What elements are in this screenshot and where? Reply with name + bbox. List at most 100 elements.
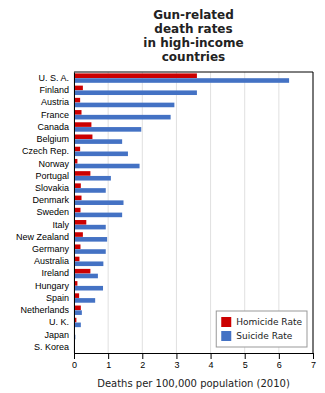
bar	[74, 73, 197, 78]
tick-label: 6	[277, 360, 282, 370]
bar	[74, 274, 98, 279]
tick-label: France	[41, 110, 69, 120]
bar	[74, 122, 91, 127]
bar	[74, 103, 174, 108]
tick-label: 0	[72, 360, 77, 370]
grid-line	[176, 72, 177, 353]
tick-mark	[108, 353, 109, 359]
title-line: countries	[162, 50, 226, 64]
x-label: Deaths per 100,000 population (2010)	[97, 378, 290, 389]
bar	[74, 188, 106, 193]
tick: Netherlands	[20, 305, 69, 315]
tick-label: Hungary	[35, 281, 70, 291]
tick: S. Korea	[34, 342, 69, 352]
bar	[74, 298, 95, 303]
legend: Homicide Rate Suicide Rate	[216, 311, 307, 347]
tick-label: Austria	[41, 97, 69, 107]
tick-label: S. Korea	[34, 342, 69, 352]
tick-label: Belgium	[36, 134, 69, 144]
tick-label: Norway	[38, 159, 69, 169]
tick-label: Germany	[32, 244, 70, 254]
tick: Hungary	[35, 281, 70, 291]
axis-line	[75, 354, 314, 360]
bar	[74, 78, 289, 83]
tick: Sweden	[36, 207, 69, 217]
tick: 6	[277, 353, 282, 370]
tick-label: 4	[209, 360, 214, 370]
legend-label: Homicide Rate	[236, 317, 302, 327]
grid	[74, 72, 313, 353]
title: Gun-relateddeath ratesin high-incomecoun…	[143, 8, 243, 64]
tick-mark	[211, 353, 212, 359]
bar	[74, 249, 106, 254]
series	[74, 73, 197, 322]
tick: Australia	[34, 256, 69, 266]
y-axis: S. KoreaJapanU. K.NetherlandsSpainHungar…	[16, 73, 75, 354]
tick-label: Portugal	[35, 171, 69, 181]
tick: 3	[174, 353, 179, 370]
bar	[74, 176, 111, 181]
tick-label: Netherlands	[20, 305, 69, 315]
bar	[74, 139, 122, 144]
series	[74, 78, 289, 339]
frame	[313, 72, 314, 353]
legend-label: Suicide Rate	[236, 331, 293, 341]
bar	[74, 310, 82, 315]
legend-item: Homicide Rate	[221, 317, 302, 327]
chart: Gun-relateddeath ratesin high-incomecoun…	[0, 0, 325, 393]
tick-label: Czech Rep.	[22, 146, 69, 156]
tick: Japan	[44, 330, 69, 340]
tick-label: 1	[106, 360, 111, 370]
tick: 2	[140, 353, 145, 370]
tick-mark	[313, 353, 314, 359]
title-line: death rates	[154, 22, 232, 36]
bar	[74, 115, 171, 120]
tick-mark	[74, 353, 75, 359]
tick-label: New Zealand	[16, 232, 69, 242]
bar	[74, 196, 82, 201]
bar	[74, 164, 140, 169]
bar	[74, 213, 122, 218]
tick-label: Italy	[52, 220, 69, 230]
tick: Spain	[46, 293, 69, 303]
grid-line	[313, 72, 314, 353]
tick: Slovakia	[35, 183, 69, 193]
bar	[74, 127, 141, 132]
tick: 0	[72, 353, 77, 370]
tick: France	[41, 110, 69, 120]
x-axis: 0 1 2 3 4 5 6 7	[72, 353, 316, 370]
bar	[74, 200, 124, 205]
legend-item: Suicide Rate	[221, 331, 293, 341]
grid-line	[142, 72, 143, 353]
tick-label: Sweden	[36, 207, 69, 217]
bar	[74, 86, 83, 91]
bar	[74, 232, 83, 237]
legend-swatch	[221, 317, 231, 327]
tick: Denmark	[32, 195, 69, 205]
tick: 7	[311, 353, 316, 370]
tick-label: Finland	[39, 85, 69, 95]
bar	[74, 183, 81, 188]
tick: U. S. A.	[38, 73, 69, 83]
tick: Austria	[41, 97, 69, 107]
tick: New Zealand	[16, 232, 69, 242]
tick-mark	[279, 353, 280, 359]
tick: Finland	[39, 85, 69, 95]
tick-mark	[142, 353, 143, 359]
legend-swatch	[221, 331, 231, 341]
tick-label: 7	[311, 360, 316, 370]
bar	[74, 237, 107, 242]
plot: 01234567S. KoreaJapanU. K.NetherlandsSpa…	[16, 72, 316, 370]
bar	[74, 225, 106, 230]
tick-label: Japan	[44, 330, 69, 340]
tick-label: Slovakia	[35, 183, 69, 193]
axis-line	[74, 73, 75, 354]
bar	[74, 110, 82, 115]
title-line: in high-income	[143, 36, 243, 50]
title-line: Gun-related	[153, 8, 234, 22]
tick-label: 5	[243, 360, 248, 370]
bar	[74, 261, 103, 266]
grid-line	[74, 72, 75, 353]
tick: Portugal	[35, 171, 69, 181]
bar	[74, 220, 86, 225]
